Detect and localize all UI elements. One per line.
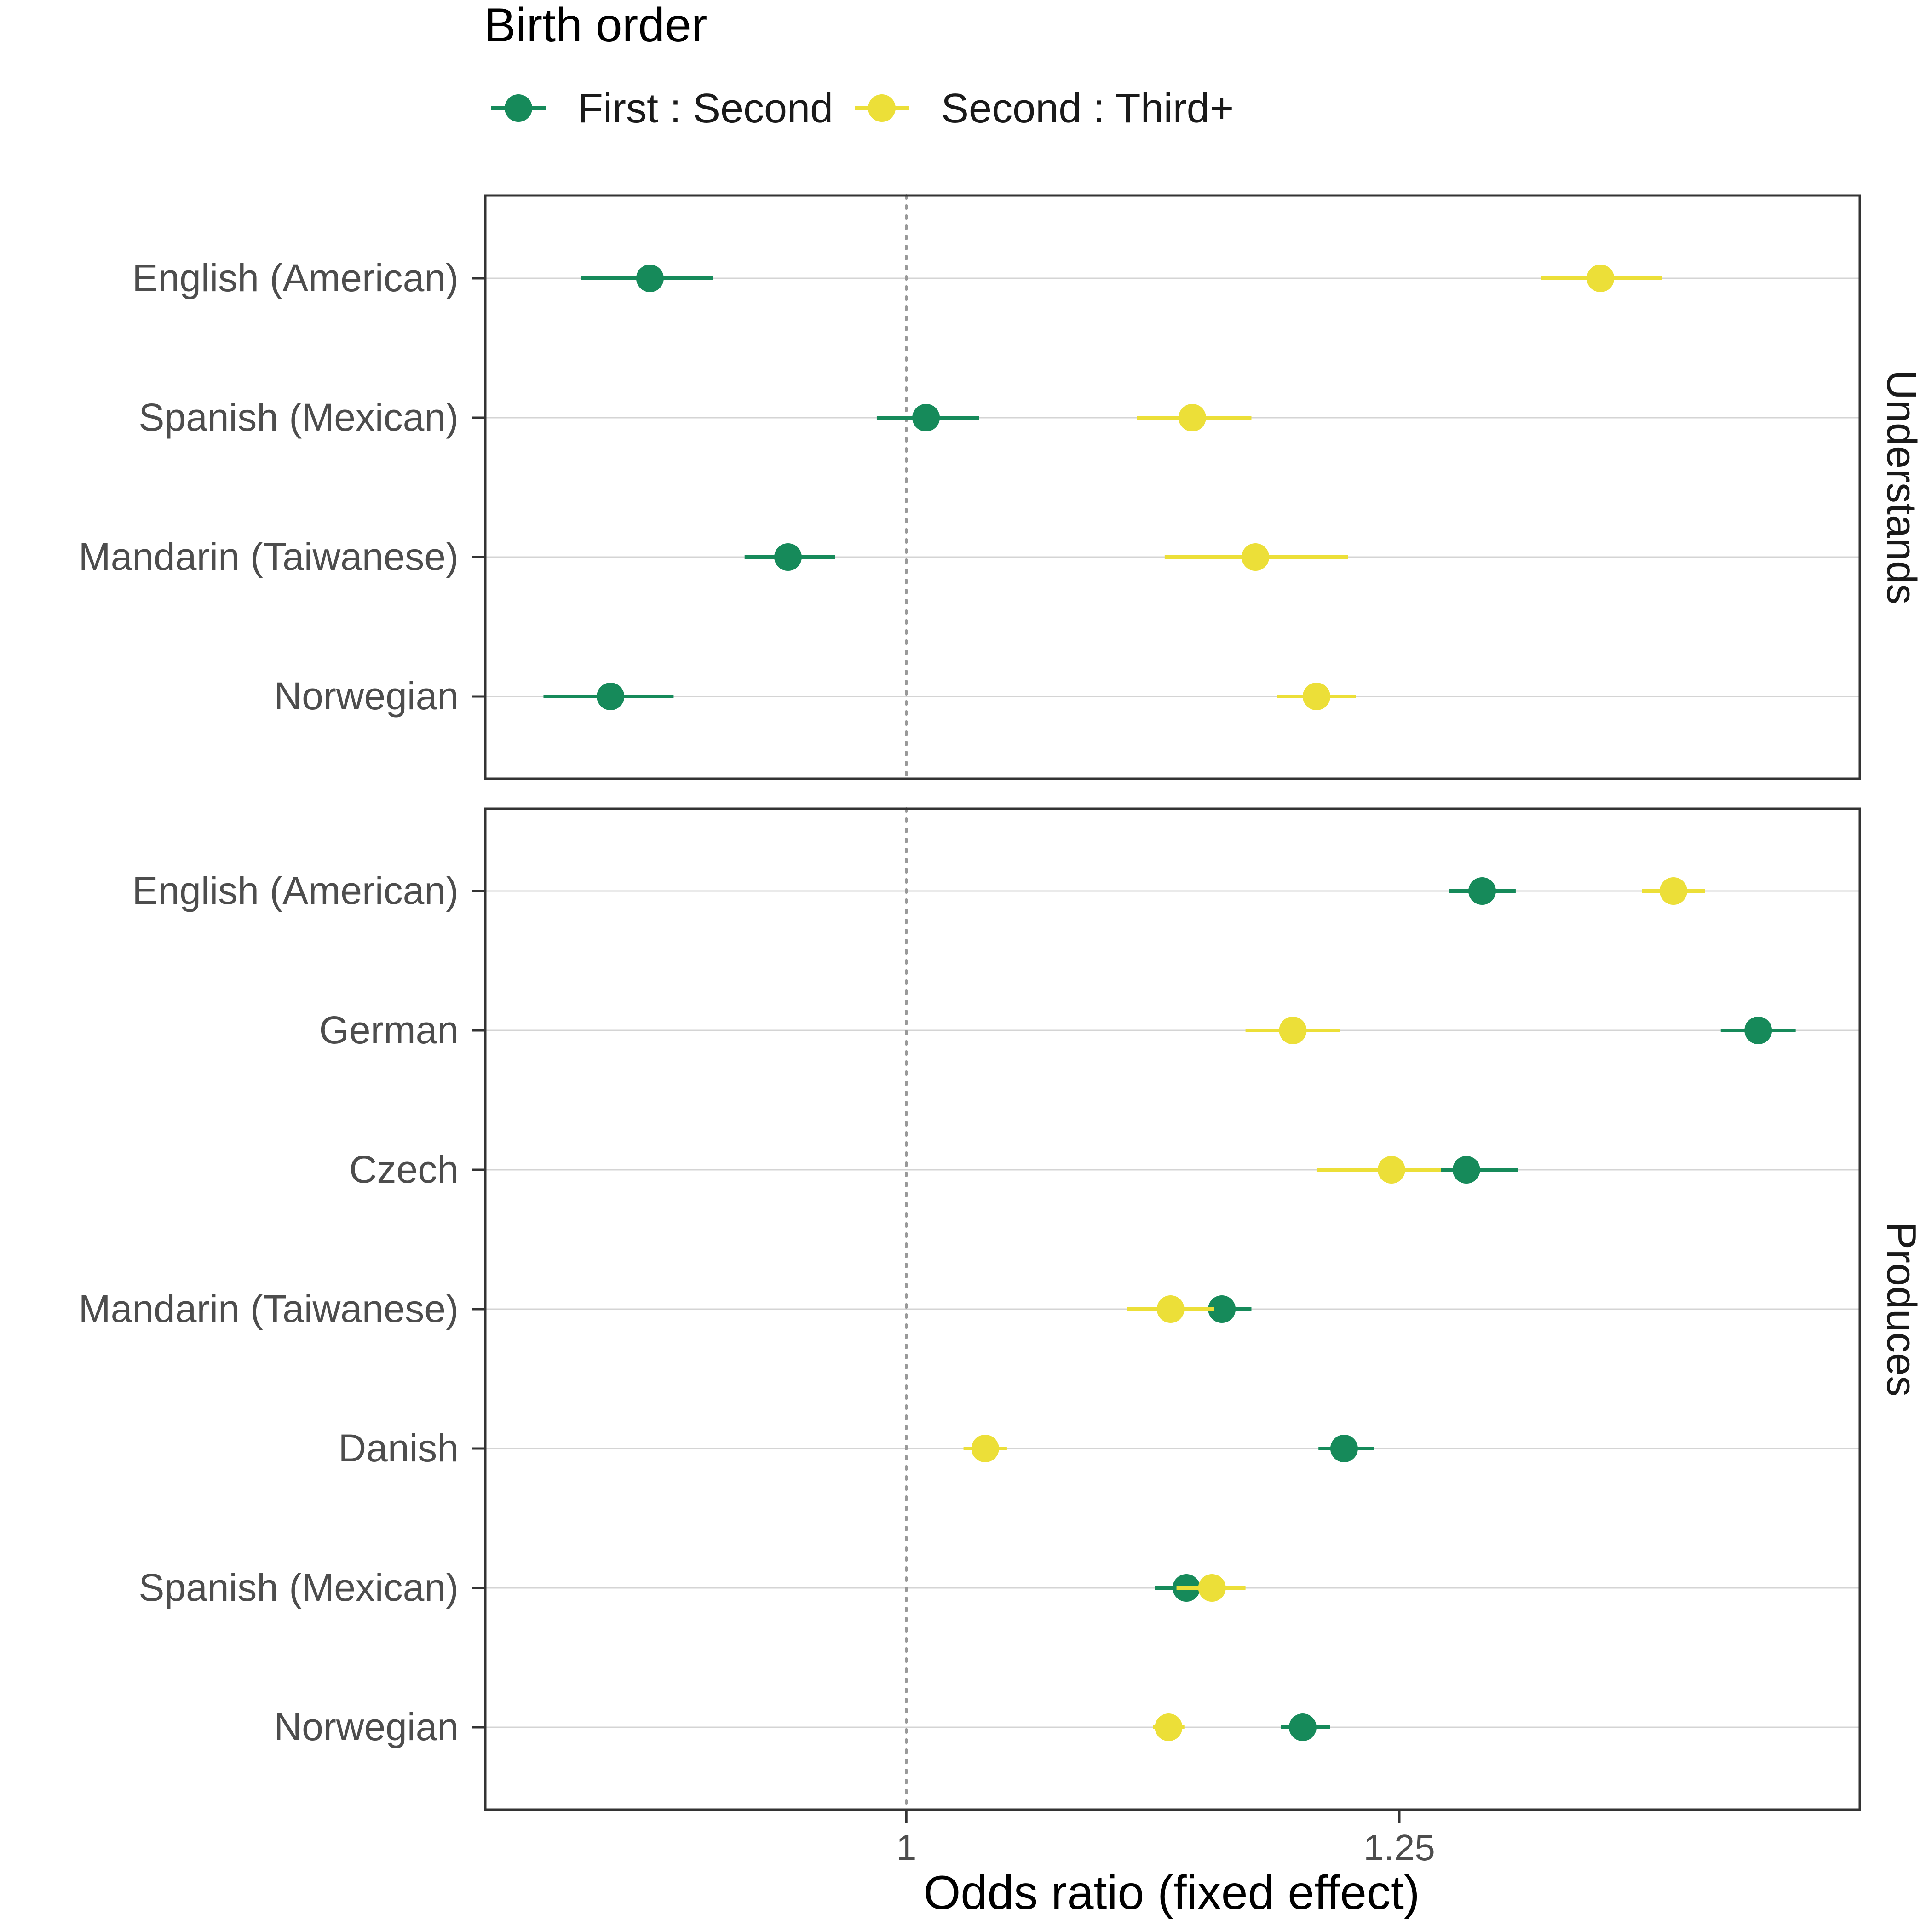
- estimate-point: [1198, 1574, 1226, 1602]
- y-tick-label: German: [319, 1008, 459, 1052]
- panel-produces: English (American) German Czech Mandarin (T…: [79, 807, 1924, 1811]
- y-tick-label: English (American): [132, 256, 459, 299]
- x-tick-label: 1.25: [1363, 1827, 1435, 1868]
- legend-label-first-second: First : Second: [578, 86, 833, 132]
- y-tick-label: Danish: [339, 1426, 459, 1470]
- estimate-point: [1587, 264, 1615, 292]
- y-tick-label: Norwegian: [274, 1705, 459, 1748]
- estimate-point: [597, 683, 625, 710]
- x-axis: 1 1.25: [896, 1810, 1435, 1868]
- panel-border: [484, 807, 1861, 1811]
- estimate-point: [1659, 877, 1687, 905]
- estimate-point: [1302, 683, 1330, 710]
- estimate-point: [971, 1435, 999, 1462]
- y-tick-label: Mandarin (Taiwanese): [79, 1287, 459, 1330]
- estimate-point: [1330, 1435, 1358, 1462]
- estimate-point: [1744, 1017, 1772, 1044]
- y-tick-label: Mandarin (Taiwanese): [79, 535, 459, 578]
- legend-title: Birth order: [484, 0, 707, 52]
- estimate-point: [636, 264, 664, 292]
- legend-entry-second-third: Second : Third+: [855, 86, 1234, 132]
- legend-label-second-third: Second : Third+: [941, 86, 1234, 132]
- estimate-point: [1242, 543, 1270, 571]
- panel-background: [485, 196, 1860, 779]
- estimate-point: [1468, 877, 1496, 905]
- estimate-point: [1208, 1295, 1236, 1323]
- estimate-point: [912, 404, 940, 431]
- legend-key-point: [505, 94, 532, 122]
- y-tick-label: English (American): [132, 869, 459, 912]
- estimate-point: [1178, 404, 1206, 431]
- x-axis-title: Odds ratio (fixed effect): [924, 1866, 1420, 1920]
- y-tick-label: Czech: [349, 1148, 459, 1191]
- estimate-point: [1155, 1714, 1183, 1741]
- y-tick-label: Spanish (Mexican): [138, 1566, 459, 1609]
- strip-label: Understands: [1878, 370, 1924, 604]
- y-tick-label: Norwegian: [274, 674, 459, 718]
- legend-key-point: [868, 94, 896, 122]
- strip-label: Produces: [1878, 1222, 1924, 1397]
- estimate-point: [1452, 1156, 1480, 1184]
- y-tick-label: Spanish (Mexican): [138, 396, 459, 439]
- legend: Birth order First : Second Second : Thir…: [484, 0, 1234, 132]
- x-tick-label: 1: [896, 1827, 917, 1868]
- estimate-point: [1377, 1156, 1405, 1184]
- panel-understands: English (American) Spanish (Mexican) Manda…: [79, 194, 1924, 780]
- legend-entry-first-second: First : Second: [491, 86, 833, 132]
- estimate-point: [1279, 1017, 1307, 1044]
- estimate-point: [1156, 1295, 1184, 1323]
- panel-border: [484, 194, 1861, 780]
- estimate-point: [1288, 1714, 1317, 1741]
- estimate-point: [774, 543, 802, 571]
